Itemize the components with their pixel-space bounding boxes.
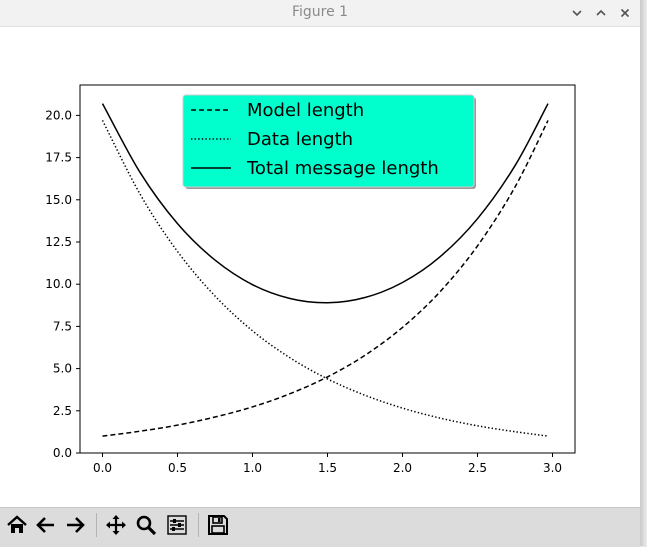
series-line-model-length (102, 120, 549, 437)
arrow-right-icon (67, 517, 85, 533)
arrow-left-icon (36, 517, 54, 533)
magnifier-icon (136, 515, 157, 536)
window-title: Figure 1 (291, 4, 349, 20)
x-tick-label: 2.0 (393, 461, 412, 475)
zoom-button[interactable] (133, 512, 159, 538)
y-tick-label: 7.5 (53, 319, 72, 333)
y-tick-label: 5.0 (53, 362, 72, 376)
title-bar[interactable]: Figure 1 (0, 0, 640, 27)
y-tick-label: 20.0 (45, 108, 72, 122)
y-tick-label: 15.0 (45, 193, 72, 207)
chevron-up-icon (596, 9, 606, 16)
x-tick-label: 3.0 (543, 461, 562, 475)
legend-box (182, 94, 475, 188)
legend-label: Model length (247, 100, 364, 121)
configure-subplots-button[interactable] (164, 512, 190, 538)
y-tick-label: 10.0 (45, 277, 72, 291)
line-chart[interactable]: 0.0 0.5 1.0 1.5 2.0 2.5 3.0 0.0 2.5 5.0 7.5 10.0 12.… (0, 27, 640, 507)
minimize-button[interactable] (567, 3, 587, 23)
window-edge (640, 0, 647, 546)
maximize-button[interactable] (591, 3, 611, 23)
y-tick-label: 17.5 (45, 151, 72, 165)
x-tick-label: 1.0 (243, 461, 262, 475)
forward-button[interactable] (62, 512, 88, 538)
sliders-icon (167, 515, 187, 535)
close-button[interactable] (615, 3, 635, 23)
toolbar-separator (198, 513, 199, 537)
toolbar-separator (96, 513, 97, 537)
x-tick-label: 2.5 (468, 461, 487, 475)
navigation-toolbar (0, 507, 640, 547)
chevron-down-icon (572, 10, 582, 17)
series-line-data-length (101, 120, 549, 437)
save-button[interactable] (205, 512, 231, 538)
legend-label: Data length (247, 129, 353, 150)
x-tick-label: 1.5 (318, 461, 337, 475)
x-tick-label: 0.5 (168, 461, 187, 475)
series-line-total-message-length (101, 103, 549, 304)
x-tick-label: 0.0 (93, 461, 112, 475)
pan-button[interactable] (103, 512, 129, 538)
legend-label: Total message length (246, 158, 439, 179)
floppy-icon (208, 515, 228, 535)
close-icon (620, 8, 630, 18)
home-button[interactable] (4, 512, 30, 538)
y-tick-label: 12.5 (45, 235, 72, 249)
plot-canvas[interactable]: 0.0 0.5 1.0 1.5 2.0 2.5 3.0 0.0 2.5 5.0 7.5 10.0 12.… (0, 27, 640, 507)
home-icon (7, 515, 27, 533)
back-button[interactable] (33, 512, 59, 538)
y-tick-label: 2.5 (53, 404, 72, 418)
y-tick-label: 0.0 (53, 446, 72, 460)
move-icon (106, 515, 126, 535)
